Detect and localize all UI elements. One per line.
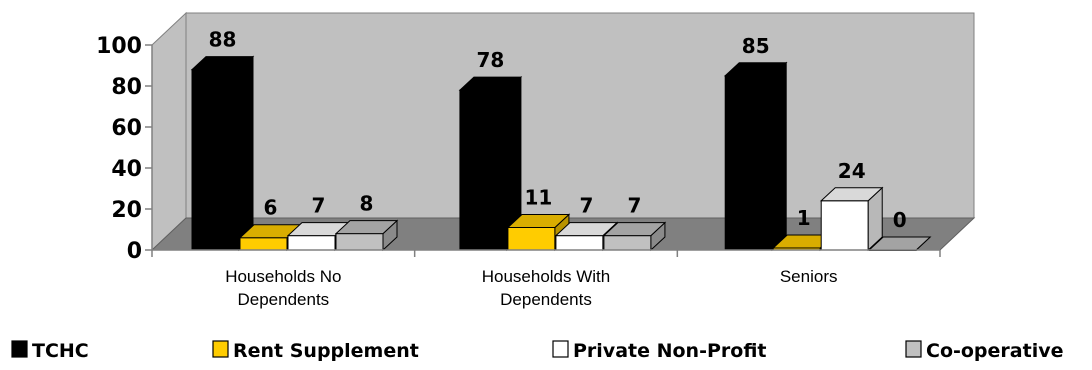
y-axis: 0 20 40 60 80 100 <box>96 34 153 264</box>
data-label: 11 <box>524 185 552 209</box>
bar-tchc-households-with-dependents <box>458 75 523 252</box>
legend-item-rent-supplement: Rent Supplement <box>212 340 419 362</box>
bar-front <box>287 235 336 251</box>
bar-tchc-households-no-dependents <box>190 55 255 252</box>
legend-item-private-non-profit: Private Non-Profit <box>552 340 766 362</box>
data-label: 7 <box>312 194 326 218</box>
bar-front <box>507 226 556 251</box>
y-tick-label: 60 <box>111 116 142 141</box>
y-tick-label: 100 <box>96 34 142 59</box>
legend-item-tchc: TCHC <box>11 340 89 362</box>
legend-label: Co-operative <box>926 340 1063 362</box>
legend-label: TCHC <box>32 340 89 362</box>
bar-front <box>603 235 652 251</box>
bar-co-operative-households-no-dependents <box>334 219 399 252</box>
bar-tchc-seniors <box>723 61 788 252</box>
bar-top <box>506 213 571 228</box>
bar-side <box>771 61 787 252</box>
bar-co-operative-households-with-dependents <box>602 221 667 252</box>
bar-top <box>190 56 255 71</box>
bar-private-non-profit-households-no-dependents <box>286 221 351 252</box>
legend-swatch <box>11 340 28 358</box>
legend-item-co-operative: Co-operative <box>905 340 1063 362</box>
bar-front <box>724 75 773 251</box>
bar-top <box>819 187 884 202</box>
bar-private-non-profit-seniors <box>819 186 884 252</box>
bar-front <box>239 237 288 251</box>
x-tick-label: Households No Dependents <box>225 267 341 309</box>
data-label: 0 <box>893 208 907 232</box>
side-wall <box>151 11 187 252</box>
legend-swatch <box>212 340 229 358</box>
data-label: 6 <box>264 196 278 220</box>
legend-swatch <box>552 340 569 358</box>
bar-side <box>238 55 254 252</box>
legend-label: Rent Supplement <box>233 340 419 362</box>
x-axis: Households No Dependents Households With De… <box>151 249 941 309</box>
bar-front <box>555 235 604 251</box>
bar-front <box>335 233 384 251</box>
bar-top <box>458 76 523 91</box>
x-tick-label: Households With Dependents <box>482 267 611 309</box>
bar-front <box>191 69 240 251</box>
bar-top <box>602 222 667 237</box>
legend: TCHC Rent Supplement Private Non-Profit Co-… <box>11 340 1063 362</box>
bar-front <box>459 89 508 251</box>
x-tick-label: Seniors <box>780 267 838 286</box>
bar-top <box>723 62 788 77</box>
data-label: 7 <box>579 194 593 218</box>
data-label: 78 <box>476 48 504 72</box>
data-label: 7 <box>627 194 641 218</box>
bar-front <box>820 200 869 251</box>
data-label: 88 <box>209 28 237 52</box>
y-tick-label: 20 <box>111 198 142 223</box>
data-label: 85 <box>742 34 770 58</box>
y-tick-label: 40 <box>111 157 142 182</box>
bar-top <box>334 220 399 235</box>
y-tick-label: 80 <box>111 75 142 100</box>
legend-swatch <box>905 340 922 358</box>
y-tick-label: 0 <box>127 239 142 264</box>
data-label: 1 <box>797 206 811 230</box>
bar-top <box>554 222 619 237</box>
legend-label: Private Non-Profit <box>573 340 766 362</box>
data-label: 8 <box>360 192 374 216</box>
data-label: 24 <box>838 159 866 183</box>
bars <box>190 55 932 252</box>
back-wall <box>185 12 975 219</box>
